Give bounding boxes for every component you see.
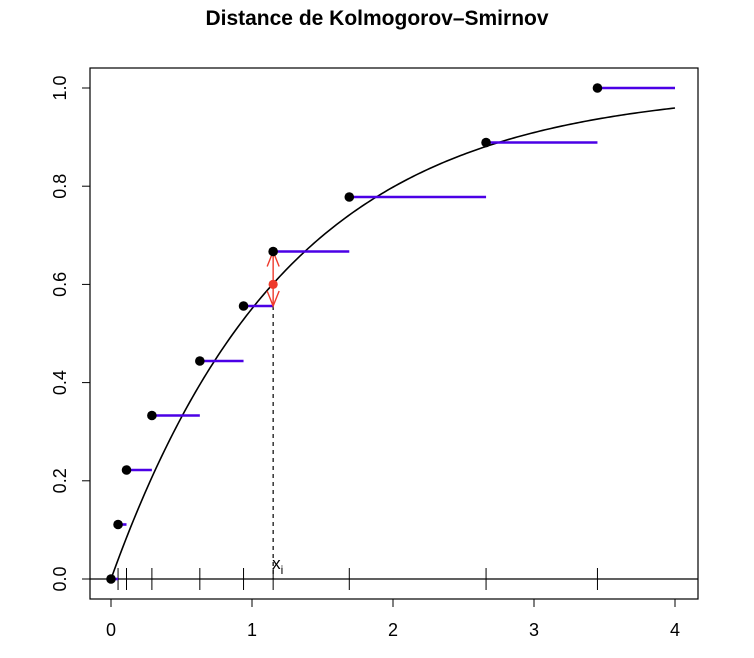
ecdf-point: [268, 246, 278, 257]
ecdf-point: [238, 301, 249, 311]
xi-annotation: xi: [272, 554, 283, 577]
xi-subscript: i: [281, 563, 284, 577]
ecdf-point: [113, 519, 123, 530]
theoretical-cdf-curve: [110, 107, 676, 580]
x-tick-label: 3: [529, 620, 539, 640]
x-tick-label: 2: [388, 620, 398, 640]
y-axis: 0.0 0.2 0.4 0.6 0.8 1.0: [50, 75, 90, 592]
ecdf-point: [121, 465, 132, 475]
y-tick-label: 0.0: [50, 566, 70, 591]
x-tick-label: 1: [247, 620, 257, 640]
y-tick-label: 0.4: [50, 370, 70, 395]
x-axis: 0 1 2 3 4: [106, 599, 680, 640]
ks-cdf-point: [268, 279, 278, 289]
theoretical-cdf-layer: [110, 107, 676, 580]
chart-title: Distance de Kolmogorov–Smirnov: [205, 7, 548, 30]
plot-frame: [89, 67, 699, 600]
xi-main: x: [272, 554, 281, 573]
ks-arrowhead-down: [266, 290, 280, 308]
ecdf-point: [195, 356, 205, 366]
ecdf-points: [106, 83, 603, 584]
ecdf-point: [147, 410, 157, 421]
ecdf-point: [592, 83, 603, 93]
x-tick-label: 4: [670, 620, 680, 640]
y-tick-label: 0.6: [50, 272, 70, 297]
ecdf-steps: [111, 86, 675, 581]
y-tick-label: 1.0: [50, 75, 70, 100]
ks-distance-layer: [266, 249, 280, 579]
ecdf-point: [106, 574, 116, 584]
y-tick-label: 0.8: [50, 174, 70, 199]
ecdf-point: [344, 192, 355, 202]
ecdf-point: [481, 137, 491, 148]
x-tick-label: 0: [106, 620, 116, 640]
y-tick-label: 0.2: [50, 468, 70, 493]
